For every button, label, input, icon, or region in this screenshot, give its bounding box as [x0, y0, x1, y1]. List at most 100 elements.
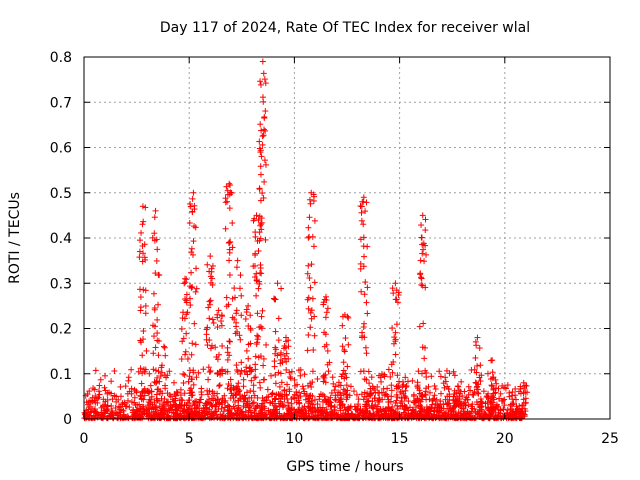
data-point	[154, 316, 161, 323]
data-point	[88, 408, 95, 415]
data-point	[442, 378, 449, 385]
data-point	[184, 407, 191, 414]
data-point	[182, 348, 189, 355]
data-point	[147, 382, 154, 389]
data-point	[488, 404, 495, 411]
data-point	[152, 405, 159, 412]
data-point	[393, 296, 400, 303]
data-point	[122, 403, 129, 410]
data-point	[152, 379, 159, 386]
data-point	[173, 389, 180, 396]
data-point	[474, 362, 481, 369]
data-point	[335, 382, 342, 389]
data-point	[187, 203, 194, 210]
data-point	[388, 361, 395, 368]
data-point	[286, 386, 293, 393]
data-point	[432, 385, 439, 392]
data-point	[344, 313, 351, 320]
data-point	[95, 388, 102, 395]
data-point	[348, 411, 355, 418]
data-point	[418, 274, 425, 281]
data-point	[125, 374, 132, 381]
data-point	[493, 402, 500, 409]
data-point	[450, 408, 457, 415]
data-point	[310, 191, 317, 198]
data-point	[275, 337, 282, 344]
data-point	[136, 248, 143, 255]
data-point	[187, 302, 194, 309]
data-point	[253, 341, 260, 348]
data-point	[445, 386, 452, 393]
data-point	[250, 217, 257, 224]
data-point	[363, 299, 370, 306]
data-point	[471, 388, 478, 395]
data-point	[221, 399, 228, 406]
data-point	[381, 371, 388, 378]
data-point	[83, 399, 90, 406]
data-point	[402, 374, 409, 381]
data-point	[393, 287, 400, 294]
data-point	[416, 390, 423, 397]
data-point	[119, 415, 126, 422]
data-point	[226, 205, 233, 212]
data-point	[306, 233, 313, 240]
data-point	[246, 394, 253, 401]
data-point	[444, 383, 451, 390]
data-point	[345, 406, 352, 413]
data-point	[210, 319, 217, 326]
data-point	[345, 341, 352, 348]
data-point	[506, 411, 513, 418]
data-point	[138, 229, 145, 236]
data-point	[224, 356, 231, 363]
data-point	[237, 336, 244, 343]
data-point	[228, 390, 235, 397]
data-point	[261, 76, 268, 83]
data-point	[183, 276, 190, 283]
data-point	[418, 370, 425, 377]
data-point	[201, 408, 208, 415]
data-point	[137, 337, 144, 344]
data-point	[458, 378, 465, 385]
data-point	[247, 325, 254, 332]
data-point	[396, 378, 403, 385]
data-point	[92, 367, 99, 374]
data-point	[345, 314, 352, 321]
data-point	[231, 285, 238, 292]
data-point	[305, 294, 312, 301]
data-point	[218, 312, 225, 319]
data-point	[140, 336, 147, 343]
data-point	[206, 315, 213, 322]
data-point	[387, 398, 394, 405]
data-point	[274, 280, 281, 287]
data-point	[262, 108, 269, 115]
data-point	[216, 382, 223, 389]
data-point	[311, 396, 318, 403]
data-point	[394, 405, 401, 412]
data-point	[416, 323, 423, 330]
data-point	[149, 401, 156, 408]
data-point	[238, 367, 245, 374]
x-axis-label: GPS time / hours	[286, 459, 403, 475]
data-point	[183, 299, 190, 306]
y-axis-label: ROTI / TECUs	[7, 192, 23, 284]
data-point	[192, 288, 199, 295]
data-point	[182, 279, 189, 286]
data-point	[253, 292, 260, 299]
data-point	[255, 248, 262, 255]
data-point	[305, 404, 312, 411]
data-point	[277, 415, 284, 422]
data-point	[185, 378, 192, 385]
data-point	[128, 390, 135, 397]
data-point	[492, 376, 499, 383]
y-tick-label: 0.1	[50, 367, 72, 383]
data-point	[207, 367, 214, 374]
data-point	[206, 368, 213, 375]
data-point	[415, 412, 422, 419]
data-point	[262, 80, 269, 87]
data-point	[306, 275, 313, 282]
data-point	[86, 403, 93, 410]
data-point	[252, 353, 259, 360]
data-point	[418, 281, 425, 288]
y-tick-label: 0	[63, 412, 72, 428]
data-point	[140, 250, 147, 257]
